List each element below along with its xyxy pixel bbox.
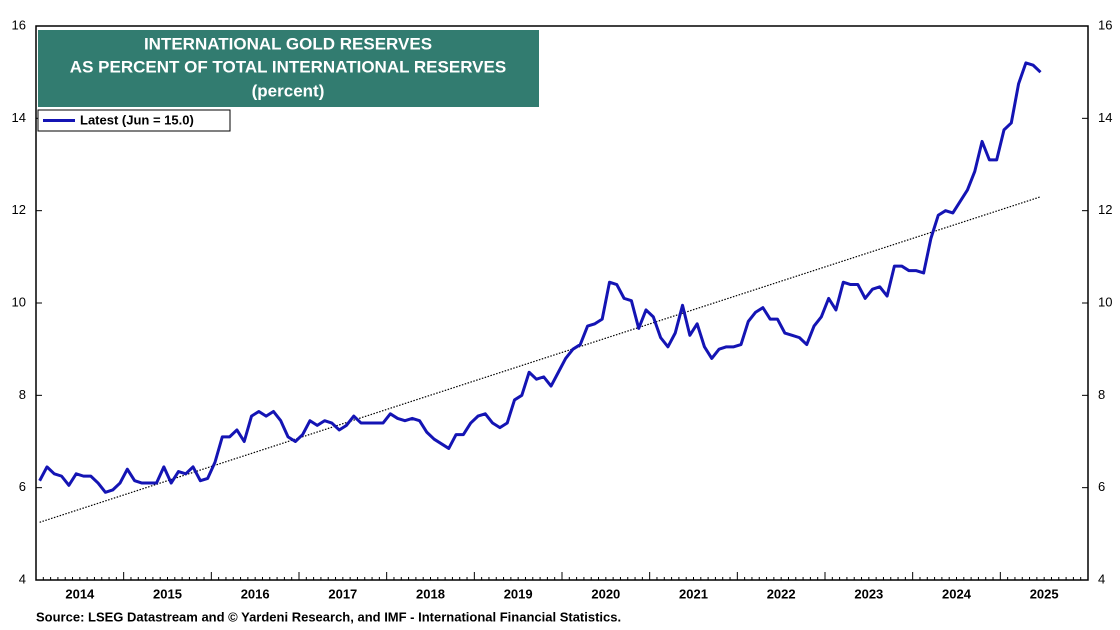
x-tick-label: 2015	[153, 586, 182, 601]
y-tick-label: 14	[12, 110, 26, 125]
chart-subtitle: (percent)	[252, 81, 325, 100]
x-tick-label: 2022	[767, 586, 796, 601]
y2-tick-label: 4	[1098, 571, 1105, 586]
title-box	[38, 30, 539, 107]
data-line	[38, 61, 1042, 494]
trend-line	[39, 196, 1041, 523]
x-tick-label: 2025	[1030, 586, 1059, 601]
legend-box	[37, 109, 231, 132]
chart-title: INTERNATIONAL GOLD RESERVES	[144, 34, 432, 53]
legend-label: Latest (Jun = 15.0)	[80, 112, 194, 127]
x-tick-label: 2021	[679, 586, 708, 601]
x-tick-label: 2024	[942, 586, 972, 601]
y2-tick-label: 8	[1098, 387, 1105, 402]
y-tick-label: 12	[12, 202, 26, 217]
x-tick-label: 2020	[591, 586, 620, 601]
y-tick-label: 16	[12, 17, 26, 32]
y2-tick-label: 12	[1098, 202, 1112, 217]
x-tick-label: 2023	[854, 586, 883, 601]
y-tick-label: 6	[19, 479, 26, 494]
plot-frame	[35, 25, 1089, 581]
y2-tick-label: 6	[1098, 479, 1105, 494]
x-tick-label: 2016	[241, 586, 270, 601]
x-tick-label: 2018	[416, 586, 445, 601]
y-tick-label: 10	[12, 294, 26, 309]
source: Source: LSEG Datastream and © Yardeni Re…	[36, 609, 621, 624]
y2-tick-label: 10	[1098, 294, 1112, 309]
y-tick-label: 4	[19, 571, 26, 586]
x-tick-label: 2017	[328, 586, 357, 601]
y2-tick-label: 16	[1098, 17, 1112, 32]
y-tick-label: 8	[19, 387, 26, 402]
x-tick-label: 2019	[504, 586, 533, 601]
y2-tick-label: 14	[1098, 110, 1112, 125]
x-tick-label: 2014	[65, 586, 95, 601]
chart-title: AS PERCENT OF TOTAL INTERNATIONAL RESERV…	[70, 57, 506, 76]
